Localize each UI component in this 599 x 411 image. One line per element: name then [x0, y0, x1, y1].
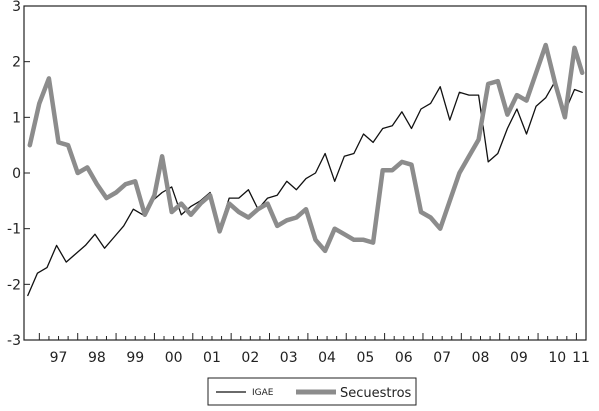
x-tick-label: 05 [357, 350, 375, 366]
x-tick-label: 08 [472, 350, 490, 366]
x-tick-label: 11 [572, 350, 590, 366]
y-tick-label: -2 [7, 277, 21, 293]
plot-frame [23, 5, 587, 341]
x-tick-label: 00 [165, 350, 183, 366]
legend-label-igae: IGAE [252, 388, 274, 398]
x-tick-label: 99 [126, 350, 144, 366]
x-tick-label: 04 [318, 350, 336, 366]
x-tick-label: 01 [203, 350, 221, 366]
y-tick-label: 0 [12, 166, 21, 182]
x-tick-label: 03 [280, 350, 298, 366]
y-tick-label: 3 [12, 0, 21, 15]
y-tick-label: 1 [12, 110, 21, 126]
x-tick-label: 10 [548, 350, 566, 366]
x-tick-label: 09 [510, 350, 528, 366]
y-tick-label: -1 [7, 222, 21, 238]
x-tick-label: 98 [88, 350, 106, 366]
x-tick-label: 97 [50, 350, 68, 366]
x-tick-label: 07 [433, 350, 451, 366]
series-line-igae [27, 80, 583, 297]
y-axis: -3 -2 -1 0 1 2 3 [7, 0, 30, 349]
series-line-secuestros [27, 42, 585, 254]
series-lines [27, 42, 585, 297]
legend-label-secuestros: Secuestros [340, 386, 412, 401]
y-tick-label: 2 [12, 55, 21, 71]
legend: IGAE Secuestros [207, 377, 417, 406]
x-tick-label: 06 [395, 350, 413, 366]
x-tick-label: 02 [241, 350, 259, 366]
y-tick-label: -3 [7, 333, 21, 349]
x-axis: 97 98 99 00 01 02 03 04 05 06 07 08 09 10 11 [38, 333, 590, 366]
